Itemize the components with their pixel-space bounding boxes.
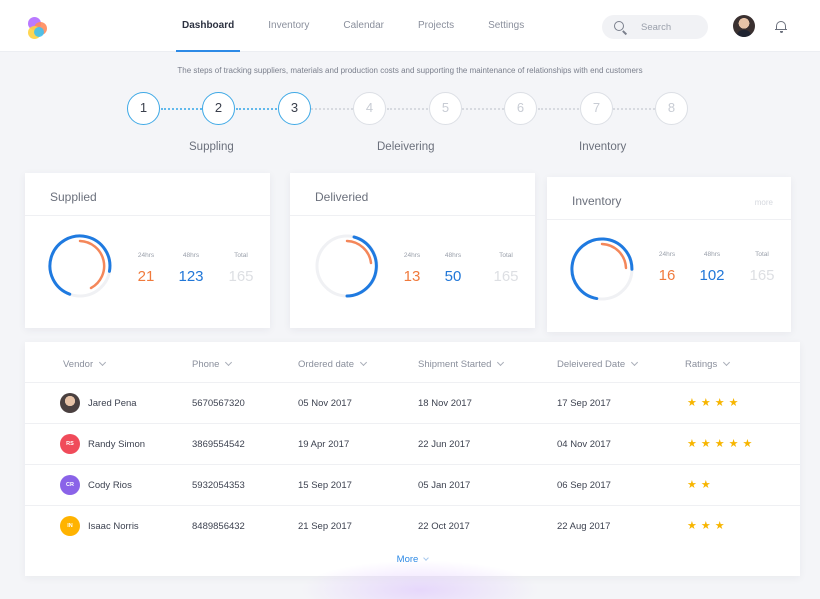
column-header-ordered-date[interactable]: Ordered date [298,358,368,370]
inventory-progress-ring [570,237,634,301]
chevron-down-icon [99,358,107,367]
table-row[interactable]: Jared Pena 5670567320 05 Nov 2017 18 Nov… [25,382,800,423]
shipment-started: 22 Jun 2017 [418,439,471,450]
vendor-phone: 5932054353 [192,480,245,491]
stat-48hrs: 48hrs 50 [444,252,462,285]
vendor-phone: 5670567320 [192,398,245,409]
app-logo[interactable] [26,17,48,39]
stat-total: Total 165 [493,252,519,285]
step-3[interactable]: 3 [278,92,311,125]
step-1[interactable]: 1 [127,92,160,125]
ordered-date: 15 Sep 2017 [298,480,352,491]
ordered-date: 05 Nov 2017 [298,398,352,409]
stat-48hrs: 48hrs 123 [178,252,204,285]
delivered-date: 22 Aug 2017 [557,521,611,532]
nav-inventory[interactable]: Inventory [268,20,310,31]
vendor-avatar [60,393,80,413]
main-nav: Dashboard Inventory Calendar Projects Se… [168,0,544,52]
nav-calendar[interactable]: Calendar [343,20,384,31]
vendor-avatar: IN [60,516,80,536]
supplied-card: Supplied 24hrs 21 48hrs 123 Total 165 [25,173,270,328]
top-bar: Dashboard Inventory Calendar Projects Se… [0,0,820,52]
card-title: Inventory [572,194,622,208]
chevron-down-icon [723,358,731,367]
chevron-down-icon [497,358,505,367]
nav-dashboard[interactable]: Dashboard [168,0,248,52]
vendor-name: Jared Pena [88,398,137,409]
column-header-ratings[interactable]: Ratings [685,358,731,370]
vendor-name: Randy Simon [88,439,146,450]
ordered-date: 19 Apr 2017 [298,439,350,450]
table-row[interactable]: IN Isaac Norris 8489856432 21 Sep 2017 2… [25,505,800,546]
stat-48hrs: 48hrs 102 [699,251,725,284]
column-header-delivered-date[interactable]: Deleivered Date [557,358,639,370]
step-6[interactable]: 6 [504,92,537,125]
stat-24hrs: 24hrs 13 [403,252,421,285]
phase-label-inventory: Inventory [579,141,627,153]
ordered-date: 21 Sep 2017 [298,521,352,532]
rating-stars: ★★★ [687,520,729,532]
bell-icon[interactable] [775,20,787,34]
column-header-vendor[interactable]: Vendor [63,358,107,370]
more-button[interactable]: More [25,554,800,565]
vendor-name: Cody Rios [88,480,132,491]
nav-settings[interactable]: Settings [488,20,525,31]
vendor-avatar: RS [60,434,80,454]
search-icon [614,20,628,35]
shipment-started: 18 Nov 2017 [418,398,472,409]
delivered-card: Deliveried 24hrs 13 48hrs 50 Total 165 [290,173,535,328]
phase-label-suppling: Suppling [189,141,234,153]
card-title: Deliveried [315,190,369,204]
search-input[interactable] [641,21,701,33]
vendor-table: Vendor Phone Ordered date Shipment Start… [25,342,800,576]
decorative-glow [300,560,540,599]
chevron-down-icon [359,358,368,367]
delivered-date: 06 Sep 2017 [557,480,611,491]
stat-total: Total 165 [228,252,254,285]
vendor-name: Isaac Norris [88,521,139,532]
phase-label-delivering: Deleivering [377,141,435,153]
step-5[interactable]: 5 [429,92,462,125]
step-2[interactable]: 2 [202,92,235,125]
rating-stars: ★★ [687,479,715,491]
card-title: Supplied [50,190,97,204]
shipment-started: 05 Jan 2017 [418,480,471,491]
delivered-date: 17 Sep 2017 [557,398,611,409]
user-avatar[interactable] [733,15,755,37]
step-4[interactable]: 4 [353,92,386,125]
step-7[interactable]: 7 [580,92,613,125]
rating-stars: ★★★★★ [687,438,757,450]
column-header-shipment-started[interactable]: Shipment Started [418,358,505,370]
search-box[interactable] [602,15,708,39]
table-row[interactable]: CR Cody Rios 5932054353 15 Sep 2017 05 J… [25,464,800,505]
chevron-down-icon [225,358,233,367]
supplied-progress-ring [48,234,112,298]
vendor-phone: 8489856432 [192,521,245,532]
vendor-phone: 3869554542 [192,439,245,450]
rating-stars: ★★★★ [687,397,743,409]
stat-24hrs: 24hrs 21 [137,252,155,285]
nav-projects[interactable]: Projects [417,20,455,31]
vendor-avatar: CR [60,475,80,495]
delivered-progress-ring [315,234,379,298]
delivered-date: 04 Nov 2017 [557,439,611,450]
process-description: The steps of tracking suppliers, materia… [177,66,643,75]
shipment-started: 22 Oct 2017 [418,521,470,532]
column-header-phone[interactable]: Phone [192,358,233,370]
step-8[interactable]: 8 [655,92,688,125]
chevron-down-icon [631,358,639,367]
inventory-card: Inventory more 24hrs 16 48hrs 102 Total 165 [547,177,791,332]
stat-total: Total 165 [749,251,775,284]
table-row[interactable]: RS Randy Simon 3869554542 19 Apr 2017 22… [25,423,800,464]
stat-24hrs: 24hrs 16 [658,251,676,284]
card-more-link[interactable]: more [754,198,773,207]
